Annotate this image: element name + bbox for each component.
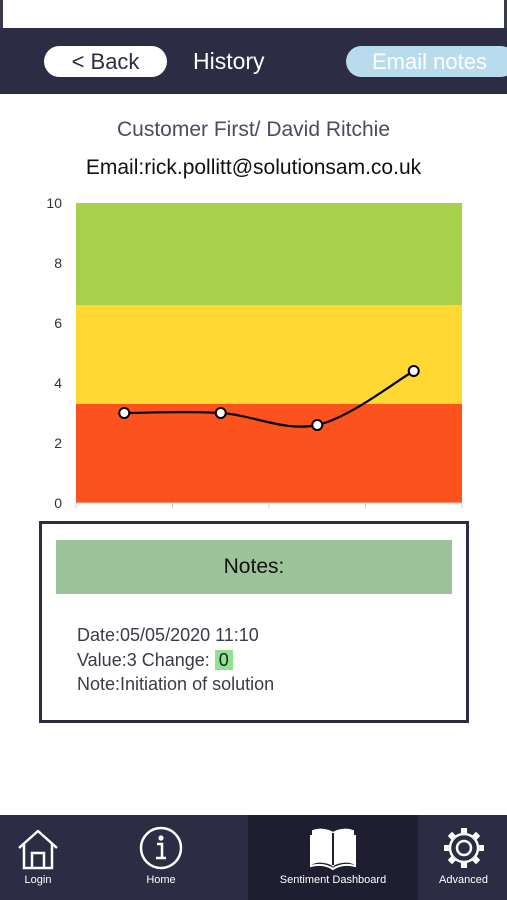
frame-edge-right (504, 0, 507, 28)
nav-home[interactable]: Home (120, 815, 202, 900)
header-bar: < Back History Email notes (0, 28, 507, 94)
chart-band-1 (76, 305, 462, 404)
bottom-nav: Login Home Sentiment Dashboard Advanced (0, 815, 507, 900)
data-point-1 (118, 407, 131, 419)
customer-email: Email:rick.pollitt@solutionsam.co.uk (85, 156, 422, 179)
info-icon (139, 826, 183, 870)
customer-name: Customer First/ David Ritchie (116, 118, 391, 141)
sentiment-history-chart: 0 2 4 6 8 10 (46, 195, 463, 511)
data-point-3 (311, 419, 324, 431)
chart-band-0 (76, 404, 462, 503)
status-bar-area (0, 0, 507, 28)
y-tick-label: 0 (54, 495, 62, 511)
nav-advanced[interactable]: Advanced (420, 815, 507, 900)
house-icon (18, 829, 58, 870)
chart-band-2 (76, 203, 462, 305)
nav-home-label: Home (146, 874, 176, 886)
nav-sentiment-dashboard[interactable]: Sentiment Dashboard (248, 815, 418, 900)
note-value: Value:3 Change: (77, 649, 215, 670)
frame-edge-left (0, 0, 3, 28)
change-badge: 0 (214, 649, 233, 670)
y-tick-label: 6 (54, 315, 62, 331)
y-tick-label: 8 (54, 255, 62, 271)
note-text: Note:Initiation of solution (77, 674, 275, 694)
nav-login-label: Login (24, 874, 52, 886)
note-date: Date:05/05/2020 11:10 (77, 625, 259, 645)
page-title: History (193, 48, 265, 74)
data-point-4 (407, 365, 420, 377)
y-tick-label: 2 (54, 435, 62, 451)
nav-advanced-label: Advanced (439, 874, 488, 886)
gear-icon (443, 828, 484, 868)
series-line (124, 370, 415, 428)
chart-axis: 0 2 4 6 8 10 (46, 195, 463, 511)
notes-panel: Notes: Date:05/05/2020 11:10 Value:3 Cha… (39, 521, 469, 723)
chart-bands (76, 203, 462, 503)
notes-body: Date:05/05/2020 11:10 Value:3 Change: 0 … (77, 623, 274, 697)
y-tick-label: 4 (54, 375, 62, 391)
chart-series (118, 365, 420, 431)
back-button[interactable]: < Back (44, 46, 167, 77)
book-icon (310, 828, 356, 871)
data-point-2 (214, 407, 227, 419)
email-notes-button[interactable]: Email notes (346, 46, 507, 77)
nav-login[interactable]: Login (0, 815, 76, 900)
notes-heading: Notes: (56, 540, 452, 594)
y-tick-label: 10 (46, 195, 62, 211)
nav-sentiment-label: Sentiment Dashboard (279, 874, 387, 886)
note-value-row: Value:3 Change: 0 (77, 648, 274, 673)
